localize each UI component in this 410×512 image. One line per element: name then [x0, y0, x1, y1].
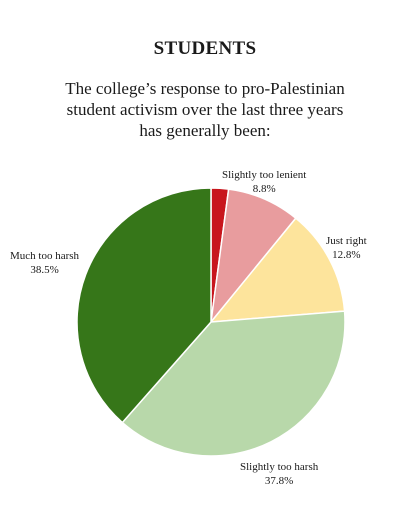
label-just-right-value: 12.8%	[332, 249, 361, 261]
pie-slice-just-right	[210, 217, 346, 323]
label-slightly-too-lenient: Slightly too lenient 8.8%	[222, 168, 306, 196]
label-slightly-too-harsh-name: Slightly too harsh	[240, 461, 319, 473]
pie-slice-slightly-too-harsh	[121, 310, 346, 457]
label-slightly-too-lenient-name: Slightly too lenient	[222, 169, 307, 181]
chart-subtitle: The college’s response to pro-Palestinia…	[30, 78, 380, 141]
label-much-too-harsh: Much too harsh 38.5%	[10, 249, 79, 277]
label-just-right: Just right 12.8%	[326, 234, 367, 262]
chart-title: STUDENTS	[153, 38, 257, 59]
label-just-right-name: Just right	[326, 235, 367, 247]
label-much-too-harsh-value: 38.5%	[30, 264, 59, 276]
label-slightly-too-harsh: Slightly too harsh 37.8%	[240, 460, 318, 488]
label-much-too-harsh-name: Much too harsh	[10, 250, 80, 262]
label-slightly-too-lenient-value: 8.8%	[252, 183, 276, 195]
pie-slice-much-too-harsh	[76, 187, 212, 424]
label-slightly-too-harsh-value: 37.8%	[264, 475, 294, 487]
subtitle-line-1: The college’s response to pro-Palestinia…	[65, 79, 345, 98]
subtitle-line-3: has generally been:	[139, 121, 271, 140]
subtitle-line-2: student activism over the last three yea…	[66, 100, 344, 119]
